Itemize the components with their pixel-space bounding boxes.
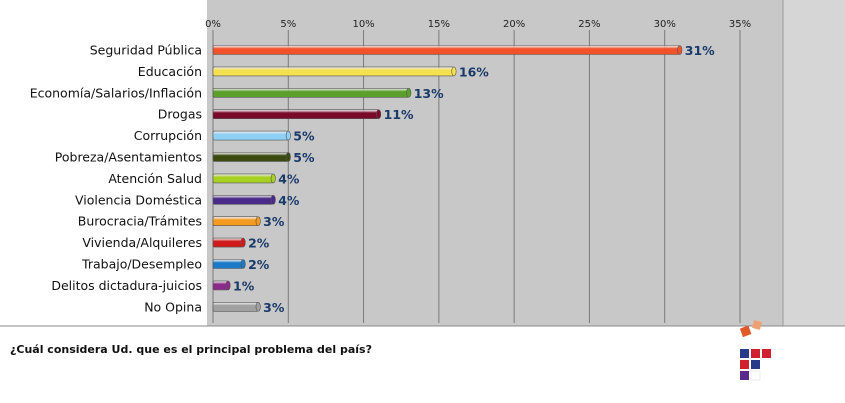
data-label: 3% — [263, 300, 285, 315]
category-label: Corrupción — [134, 128, 202, 143]
bar — [212, 173, 274, 184]
category-label: Economía/Salarios/Inflación — [30, 85, 202, 100]
data-label: 1% — [233, 278, 255, 293]
bar-cap — [376, 109, 382, 119]
data-label: 11% — [384, 107, 414, 122]
bar — [212, 195, 274, 205]
bar — [212, 88, 410, 98]
bar — [212, 216, 259, 226]
bar — [212, 152, 289, 162]
bar-chart: 0% 5% 10% 15% 20% 25% 30% 35% Seguridad Pública 3… — [0, 0, 845, 327]
x-tick-label: 5% — [280, 19, 296, 30]
data-label: 5% — [293, 150, 315, 165]
bar-cap — [451, 66, 457, 77]
data-label: 31% — [685, 43, 715, 58]
logo-icon — [735, 318, 779, 386]
bar-cap — [225, 280, 231, 291]
chart-panel: 0% 5% 10% 15% 20% 25% 30% 35% Seguridad Pública 3… — [0, 0, 845, 327]
data-label: 16% — [459, 64, 489, 79]
bar — [212, 66, 455, 77]
bar-cap — [255, 216, 261, 226]
category-label: Educación — [138, 64, 202, 79]
x-tick-label: 20% — [503, 19, 525, 30]
bar — [212, 301, 259, 312]
data-label: 2% — [248, 236, 270, 251]
bar-cap — [270, 173, 276, 184]
survey-question: ¿Cuál considera Ud. que es el principal … — [10, 343, 372, 356]
x-tick-label: 35% — [729, 19, 751, 30]
x-tick-label: 10% — [352, 19, 374, 30]
bar — [212, 130, 289, 141]
x-tick-label: 25% — [578, 19, 600, 30]
bar-cap — [285, 130, 291, 141]
category-label: Burocracia/Trámites — [78, 214, 202, 229]
category-label: Delitos dictadura-juicios — [51, 278, 202, 293]
data-label: 4% — [278, 171, 300, 186]
bar-cap — [240, 259, 246, 269]
bar-cap — [285, 152, 291, 162]
x-tick-label: 15% — [428, 19, 450, 30]
category-label: Seguridad Pública — [90, 43, 202, 58]
category-label: Drogas — [158, 107, 202, 122]
x-tick-label: 0% — [205, 19, 221, 30]
bar — [212, 109, 379, 119]
category-label: Pobreza/Asentamientos — [55, 150, 202, 165]
x-tick-label: 30% — [654, 19, 676, 30]
bar-cap — [406, 88, 412, 98]
bar-cap — [677, 45, 683, 55]
data-label: 4% — [278, 193, 300, 208]
data-label: 13% — [414, 86, 444, 101]
bar — [212, 45, 681, 55]
data-label: 2% — [248, 257, 270, 272]
plot-side-panel — [783, 0, 845, 326]
category-label: Atención Salud — [108, 171, 202, 186]
bar-cap — [270, 195, 276, 205]
data-label: 3% — [263, 214, 285, 229]
category-label: No Opina — [144, 299, 202, 314]
bar — [212, 259, 244, 269]
bar — [212, 237, 244, 248]
data-label: 5% — [293, 129, 315, 144]
bar-cap — [240, 237, 246, 248]
category-label: Trabajo/Desempleo — [81, 257, 202, 272]
category-label: Violencia Doméstica — [75, 192, 202, 207]
category-label: Vivienda/Alquileres — [82, 235, 202, 250]
bar-cap — [255, 301, 261, 312]
